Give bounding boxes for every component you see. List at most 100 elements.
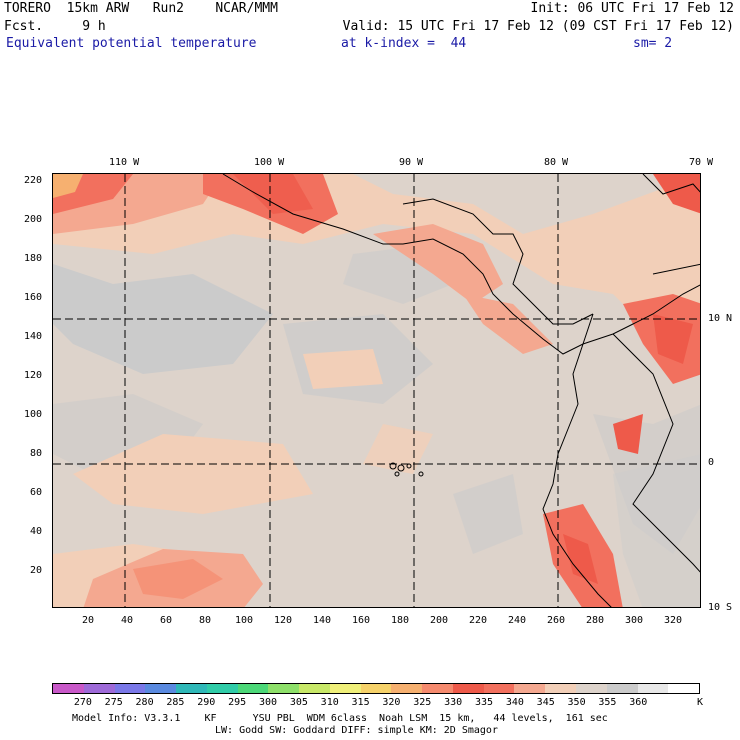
colorbar	[52, 683, 700, 694]
colorbar-swatch	[360, 684, 392, 693]
galapagos-island	[418, 471, 424, 477]
border-colombia-ecuador-peru	[612, 333, 700, 573]
x-tick-label: 300	[625, 615, 644, 626]
y-tick-label: 120	[24, 370, 43, 381]
colorbar-label: 320	[382, 697, 401, 708]
colorbar-label: 290	[197, 697, 216, 708]
y-tick-label: 220	[24, 175, 43, 186]
colorbar-swatch	[114, 684, 146, 693]
x-tick-label: 200	[430, 615, 449, 626]
field-name: Equivalent potential temperature	[6, 36, 257, 51]
level-info: at k-index = 44	[341, 36, 467, 51]
colorbar-label: 345	[536, 697, 555, 708]
header-forecast-hour: Fcst. 9 h	[4, 19, 106, 34]
x-tick-label: 280	[586, 615, 605, 626]
y-tick-label: 80	[30, 448, 43, 459]
lon-label: 100 W	[254, 157, 285, 168]
header-run-info: TORERO 15km ARW Run2 NCAR/MMM	[4, 1, 278, 16]
field-patch-340-b	[73, 434, 313, 514]
y-tick-label: 160	[24, 292, 43, 303]
colorbar-label: 355	[598, 697, 617, 708]
field-peru-325	[563, 534, 598, 584]
y-tick-label: 200	[24, 214, 43, 225]
field-patch-340-a	[303, 349, 383, 389]
galapagos-island	[397, 464, 405, 472]
colorbar-label: 285	[166, 697, 185, 708]
colorbar-label: 340	[505, 697, 524, 708]
colorbar-unit: K	[697, 697, 704, 708]
coastline-caribbean-islands	[642, 174, 700, 195]
galapagos-island	[394, 471, 400, 477]
colorbar-label: 325	[413, 697, 432, 708]
y-tick-label: 60	[30, 487, 43, 498]
colorbar-swatch	[206, 684, 238, 693]
y-tick-label: 20	[30, 565, 43, 576]
x-tick-label: 160	[352, 615, 371, 626]
galapagos-islands	[389, 462, 424, 477]
colorbar-label: 305	[289, 697, 308, 708]
colorbar-swatch	[514, 684, 546, 693]
x-tick-label: 120	[274, 615, 293, 626]
lat-label: 10 N	[708, 313, 733, 324]
colorbar-label: 310	[320, 697, 339, 708]
colorbar-label: 350	[567, 697, 586, 708]
colorbar-label: 300	[258, 697, 278, 708]
map-field-layer	[53, 174, 700, 607]
colorbar-swatch	[145, 684, 177, 693]
colorbar-label: 280	[135, 697, 154, 708]
y-tick-label: 40	[30, 526, 43, 537]
field-band-340-north	[53, 174, 700, 344]
y-tick-label: 180	[24, 253, 43, 264]
colorbar-swatch	[576, 684, 607, 693]
colorbar-swatch	[606, 684, 638, 693]
colorbar-label: 270	[73, 697, 92, 708]
coastline-south-america-pacific	[542, 313, 612, 607]
lon-label: 90 W	[399, 157, 424, 168]
colorbar-swatch	[176, 684, 207, 693]
colorbar-swatch	[422, 684, 453, 693]
colorbar-label: 315	[351, 697, 370, 708]
x-tick-label: 320	[664, 615, 683, 626]
field-patch-340-d	[363, 424, 433, 474]
y-tick-label: 140	[24, 331, 43, 342]
colorbar-label: 330	[444, 697, 463, 708]
x-tick-label: 20	[82, 615, 95, 626]
colorbar-swatch	[452, 684, 484, 693]
colorbar-swatch	[391, 684, 423, 693]
colorbar-swatch	[53, 684, 84, 693]
x-tick-label: 220	[469, 615, 488, 626]
colorbar-swatch	[83, 684, 115, 693]
field-band-330-south	[133, 559, 223, 599]
field-patch-350-south	[453, 474, 523, 554]
lat-label: 10 S	[708, 602, 733, 613]
smoothing-info: sm= 2	[633, 36, 673, 51]
field-nw-325	[53, 174, 83, 198]
colorbar-label: 360	[629, 697, 648, 708]
header-init-time: Init: 06 UTC Fri 17 Feb 12	[530, 1, 735, 16]
footer-model-info: Model Info: V3.3.1 KF YSU PBL WDM 6class…	[72, 713, 608, 724]
field-mexico-325	[233, 174, 313, 214]
coastline-central-america-caribbean	[402, 198, 594, 325]
colorbar-swatch	[237, 684, 269, 693]
colorbar-label: 335	[474, 697, 494, 708]
colorbar-label: 295	[228, 697, 247, 708]
lat-label: 0	[708, 457, 715, 468]
lat-lon-grid	[53, 174, 700, 607]
field-colombia-325	[653, 314, 693, 364]
x-tick-label: 80	[199, 615, 212, 626]
y-tick-label: 100	[24, 409, 43, 420]
theta-e-map	[52, 173, 701, 608]
field-costarica-335	[463, 294, 553, 354]
colorbar-swatch	[637, 684, 669, 693]
colorbar-swatch	[668, 684, 700, 693]
x-tick-label: 180	[391, 615, 410, 626]
footer-physics-info: LW: Godd SW: Goddard DIFF: simple KM: 2D…	[215, 725, 498, 736]
x-tick-label: 60	[160, 615, 173, 626]
coastline-central-america-pacific	[222, 174, 700, 355]
x-tick-label: 260	[547, 615, 566, 626]
colorbar-swatch	[299, 684, 330, 693]
header-valid-time: Valid: 15 UTC Fri 17 Feb 12 (09 CST Fri …	[342, 19, 734, 34]
field-amazon-350	[613, 454, 700, 607]
x-tick-label: 40	[121, 615, 134, 626]
colorbar-swatch	[545, 684, 577, 693]
